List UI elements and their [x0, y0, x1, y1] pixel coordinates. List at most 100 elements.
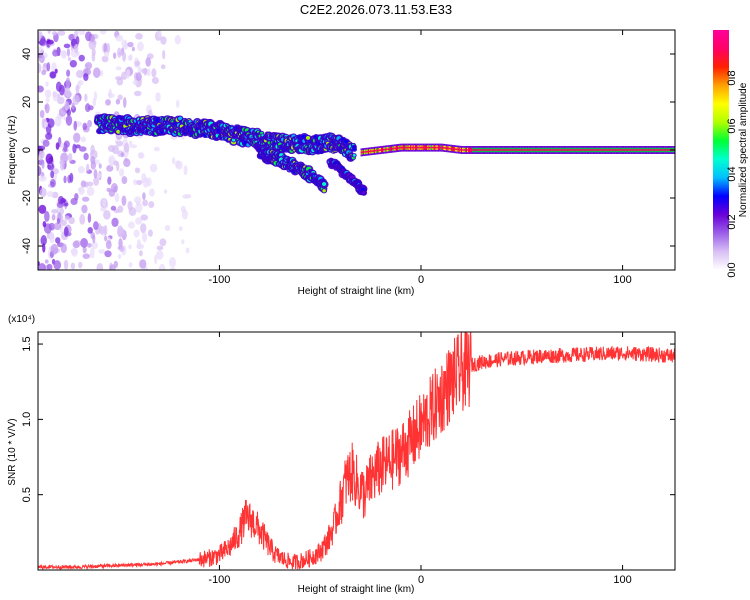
trace-cell-core — [660, 149, 662, 151]
noise-blob — [176, 160, 183, 170]
noise-blob — [87, 227, 93, 234]
trace-cell-core — [632, 149, 634, 151]
noise-blob — [133, 229, 140, 238]
noise-blob — [54, 116, 62, 127]
trace-cell-core — [532, 149, 534, 151]
trace-cell-core — [614, 149, 616, 151]
trace-cell-core — [419, 146, 422, 149]
noise-blob — [160, 36, 167, 45]
noise-blob — [48, 222, 56, 231]
noise-blob — [89, 247, 95, 259]
snr-y-multiplier: (x10⁴) — [8, 314, 35, 325]
noise-blob — [69, 59, 77, 68]
trace-cell-core — [658, 149, 660, 151]
noise-blob — [49, 71, 56, 79]
trace-cell-core — [483, 149, 486, 151]
noise-blob — [128, 244, 132, 250]
noise-blob — [52, 91, 58, 102]
trace-cell-core — [535, 149, 538, 151]
noise-blob — [59, 84, 65, 96]
noise-blob — [110, 205, 117, 211]
noise-blob — [38, 54, 45, 64]
noise-blob — [153, 146, 160, 152]
noise-blob — [63, 202, 69, 207]
noise-blob — [147, 68, 151, 77]
noise-blob — [44, 89, 52, 99]
noise-blob — [78, 54, 85, 62]
trace-cell-core — [653, 149, 655, 151]
trace-cell-core — [572, 149, 574, 151]
noise-blob — [52, 49, 59, 57]
y-tick-label: 40 — [21, 48, 33, 60]
trace-cell-core — [517, 149, 520, 151]
trace-cell-core — [595, 149, 597, 151]
noise-blob — [65, 91, 71, 98]
trace-cell-core — [667, 149, 670, 151]
noise-blob — [128, 262, 133, 268]
noise-blob — [90, 156, 96, 164]
trace-cell-core — [421, 146, 423, 149]
noise-blob — [118, 238, 123, 249]
trace-cell-core — [488, 149, 491, 151]
noise-blob — [170, 267, 176, 270]
trace-cell-core — [394, 147, 396, 150]
noise-blob — [127, 55, 133, 61]
noise-blob — [80, 136, 87, 143]
y-tick-label: 1.5 — [21, 336, 33, 351]
noise-blob — [157, 30, 162, 38]
trace-cell-core — [609, 149, 611, 151]
trace-cell-core — [546, 149, 549, 151]
snr-x-label: Height of straight line (km) — [298, 584, 415, 595]
trace-blob-inner — [322, 182, 327, 186]
noise-blob — [50, 170, 55, 179]
trace-cell-core — [492, 149, 494, 151]
trace-cell-core — [506, 149, 509, 151]
noise-blob — [41, 69, 47, 76]
trace-cell-core — [562, 149, 564, 151]
noise-blob — [44, 103, 50, 114]
trace-cell-core — [464, 149, 466, 151]
trace-cell-core — [526, 149, 528, 151]
noise-blob — [134, 196, 142, 204]
noise-blob — [155, 250, 164, 260]
trace-cell-core — [365, 151, 367, 153]
trace-blob-inner — [344, 140, 349, 144]
trace-cell-core — [586, 149, 589, 151]
noise-blob — [38, 46, 44, 54]
trace-cell-core — [577, 149, 579, 151]
noise-blob — [77, 80, 84, 86]
noise-blob — [119, 246, 125, 253]
trace-cell-core — [385, 148, 388, 151]
trace-cell-core — [656, 149, 659, 151]
trace-cell-core — [629, 149, 631, 151]
noise-blob — [38, 204, 47, 214]
trace-cell-core — [497, 149, 499, 151]
trace-blob-inner — [352, 147, 356, 151]
trace-cell-core — [450, 147, 452, 150]
noise-blob — [42, 243, 46, 253]
colorbar-tick-label: 0.2 — [726, 214, 738, 229]
trace-cell-core — [390, 148, 393, 150]
noise-blob — [96, 262, 104, 270]
noise-blob — [176, 99, 180, 108]
trace-cell-core — [600, 149, 602, 151]
noise-blob — [112, 52, 117, 59]
figure-title: C2E2.2026.073.11.53.E33 — [300, 2, 452, 17]
trace-blob-inner — [116, 129, 121, 134]
trace-cell-core — [427, 146, 429, 149]
trace-cell-core — [610, 149, 613, 151]
trace-cell-core — [379, 149, 382, 151]
trace-cell-core — [412, 146, 414, 149]
noise-blob — [99, 30, 107, 35]
noise-blob — [81, 204, 88, 214]
trace-cell-core — [364, 151, 366, 153]
trace-cell-core — [447, 147, 449, 150]
trace-cell-core — [424, 146, 426, 149]
noise-blob — [83, 152, 89, 161]
trace-cell-core — [627, 149, 630, 151]
trace-cell-core — [621, 149, 624, 151]
noise-blob — [103, 210, 111, 220]
noise-blob — [111, 217, 119, 227]
trace-cell-core — [539, 149, 541, 151]
noise-blob — [55, 142, 60, 150]
